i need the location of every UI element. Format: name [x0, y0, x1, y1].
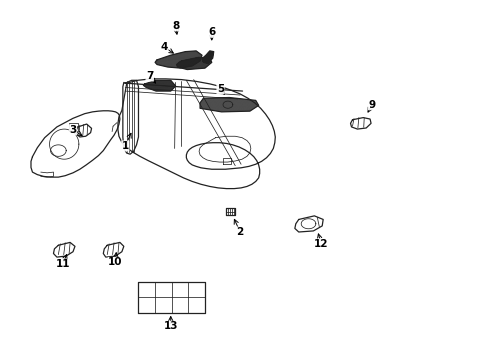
Text: 1: 1 — [122, 141, 129, 151]
Text: 4: 4 — [161, 42, 168, 52]
Text: 7: 7 — [146, 71, 153, 81]
Text: 13: 13 — [164, 321, 178, 331]
Text: 9: 9 — [368, 100, 376, 110]
Text: 8: 8 — [172, 21, 179, 31]
Text: 5: 5 — [217, 84, 224, 94]
Text: 10: 10 — [108, 257, 123, 267]
Text: 12: 12 — [314, 239, 328, 249]
Text: 11: 11 — [55, 259, 70, 269]
Text: 3: 3 — [70, 125, 76, 135]
Text: 2: 2 — [237, 227, 244, 237]
Text: 6: 6 — [208, 27, 216, 37]
